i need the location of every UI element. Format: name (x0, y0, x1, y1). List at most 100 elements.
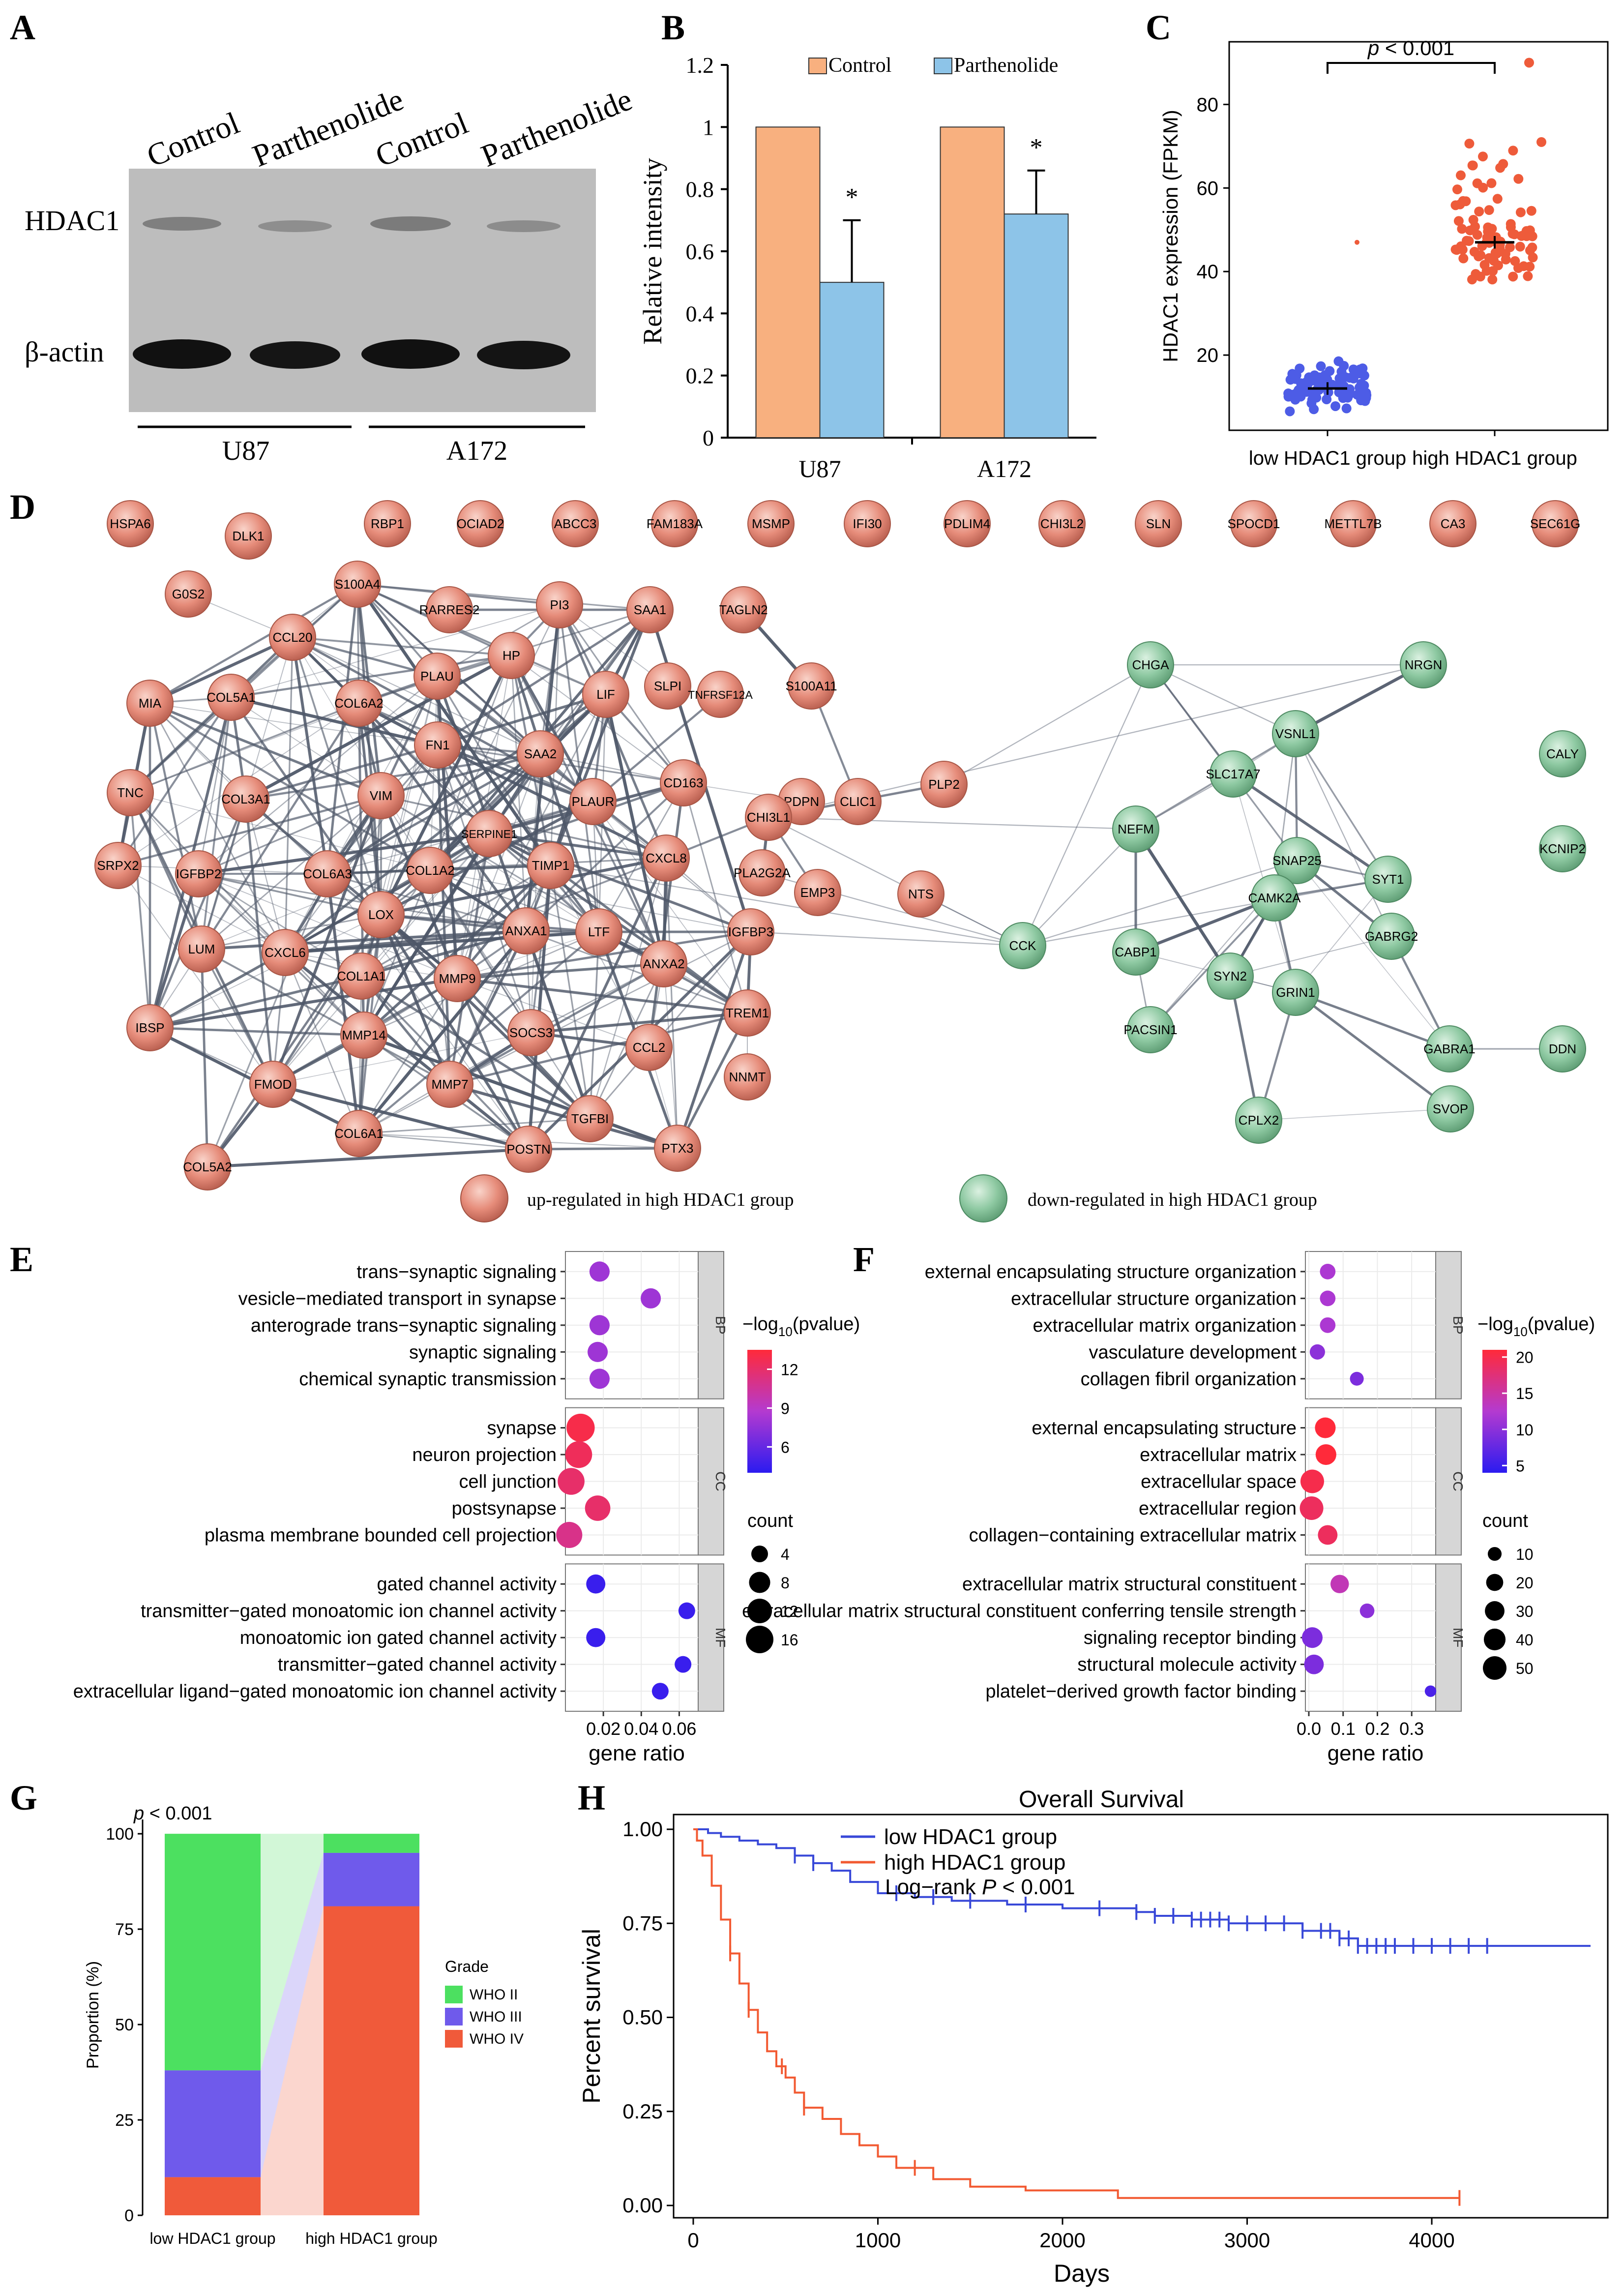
network-node-vsnl1: VSNL1 (1272, 710, 1319, 757)
network-edge (559, 604, 600, 932)
c-point (1492, 194, 1503, 204)
f-term-point (1320, 1264, 1336, 1280)
h-x-tick-label: 1000 (855, 2229, 901, 2252)
network-node-fmod: FMOD (249, 1061, 296, 1108)
network-node-circle (1539, 1025, 1586, 1072)
network-node-label: S100A11 (785, 679, 837, 693)
network-edge (527, 865, 553, 1150)
f-x-axis-label: gene ratio (1328, 1741, 1424, 1765)
network-edge (292, 637, 431, 871)
h-logrank-text: Log−rank (885, 1875, 982, 1899)
network-node-label: SERPINE1 (461, 828, 517, 840)
network-node-label: PI3 (550, 597, 569, 612)
network-node-label: SOCS3 (509, 1025, 553, 1040)
network-node-ibsp: IBSP (126, 1004, 174, 1051)
network-edge (550, 864, 1023, 947)
network-edge (284, 752, 541, 954)
network-node-circle (1364, 856, 1412, 903)
f-term-label: extracellular space (1141, 1472, 1297, 1492)
g-legend-label: WHO III (470, 2009, 522, 2025)
e-term-point (651, 1683, 669, 1700)
network-node-pi3: PI3 (536, 581, 583, 628)
network-node-ifi30: IFI30 (844, 500, 891, 547)
h-title: Overall Survival (1019, 1787, 1184, 1813)
network-edge (149, 583, 358, 704)
h-y-tick-label: 0.75 (622, 1911, 663, 1935)
network-edge (457, 962, 664, 980)
c-point (1536, 137, 1546, 147)
network-edge (1232, 773, 1389, 881)
network-edge (488, 609, 651, 834)
network-edge (1297, 860, 1450, 1049)
c-p-symbol: p (1367, 36, 1379, 60)
network-edge (118, 865, 286, 953)
h-y-tick-label: 0.50 (622, 2006, 663, 2029)
network-node-serpine1: SERPINE1 (461, 810, 517, 857)
network-edge (292, 637, 382, 915)
e-term-label: transmitter−gated channel activity (278, 1655, 557, 1675)
e-term-point (589, 1261, 610, 1282)
network-edge (604, 694, 666, 964)
network-edge (457, 931, 599, 979)
b-y-tick-label: 0.6 (686, 239, 714, 264)
network-node-circle (1400, 641, 1447, 688)
e-color-legend-title: −log10(pvalue) (742, 1314, 860, 1339)
network-node-circle (335, 1110, 383, 1157)
network-node-circle (1273, 837, 1321, 884)
network-edge (198, 676, 438, 874)
network-node-circle (357, 891, 405, 938)
network-node-circle (844, 500, 891, 547)
network-edge (1022, 829, 1136, 946)
e-term-label: monoatomic ion gated channel activity (240, 1628, 557, 1648)
b-legend-swatch (808, 58, 827, 74)
network-edge (429, 604, 561, 871)
band-actin-3 (361, 339, 460, 369)
network-edge (118, 794, 382, 867)
network-node-vim: VIM (357, 772, 405, 819)
network-node-cd163: CD163 (660, 759, 707, 806)
f-x-tick-label: 0.3 (1399, 1719, 1424, 1739)
network-node-label: FN1 (425, 738, 449, 752)
network-edge (381, 795, 531, 1033)
network-node-circle (626, 586, 674, 633)
h-x-tick-label: 4000 (1409, 2229, 1454, 2252)
network-node-label: SAA1 (634, 602, 667, 617)
f-term-point (1320, 1290, 1336, 1307)
f-color-tick-label: 15 (1516, 1385, 1534, 1402)
network-node-mmp14: MMP14 (340, 1012, 387, 1059)
network-edge (292, 636, 512, 656)
network-edge (198, 795, 382, 875)
c-point (1488, 266, 1498, 276)
network-node-hspa6: HSPA6 (107, 500, 154, 547)
band-hdac1-2 (258, 220, 332, 232)
network-node-label: VSNL1 (1275, 726, 1316, 741)
e-term-point (558, 1468, 585, 1495)
c-point (1525, 262, 1535, 272)
band-actin-4 (477, 341, 570, 369)
panel-label-h: H (578, 1778, 605, 1817)
network-edge (284, 637, 294, 953)
band-hdac1-1 (143, 217, 221, 231)
h-logrank-tail: < 0.001 (996, 1875, 1075, 1899)
network-edge (944, 664, 1151, 785)
network-edge (231, 695, 438, 747)
network-node-anxa1: ANXA1 (502, 907, 550, 954)
hdac1-bands (143, 216, 561, 232)
c-point (1477, 151, 1488, 162)
b-bar-control (940, 126, 1005, 439)
network-node-label: CXCL8 (646, 851, 687, 865)
e-term-point (641, 1288, 661, 1309)
e-x-tick-label: 0.04 (624, 1719, 658, 1739)
e-legend-tail: (pvalue) (793, 1314, 860, 1335)
panel-e-enrichment: E BP trans−synaptic signaling vesicle−medi… (10, 1240, 860, 1765)
h-x-tick-label: 3000 (1224, 2229, 1270, 2252)
network-node-plp2: PLP2 (920, 761, 968, 808)
network-node-cxcl6: CXCL6 (262, 929, 309, 976)
network-edge (448, 930, 528, 1085)
e-term-label: anterograde trans−synaptic signaling (251, 1315, 557, 1336)
network-node-label: CAMK2A (1248, 891, 1301, 905)
network-node-circle (1038, 500, 1086, 547)
network-edge (1230, 936, 1392, 977)
f-term-point (1318, 1525, 1338, 1545)
